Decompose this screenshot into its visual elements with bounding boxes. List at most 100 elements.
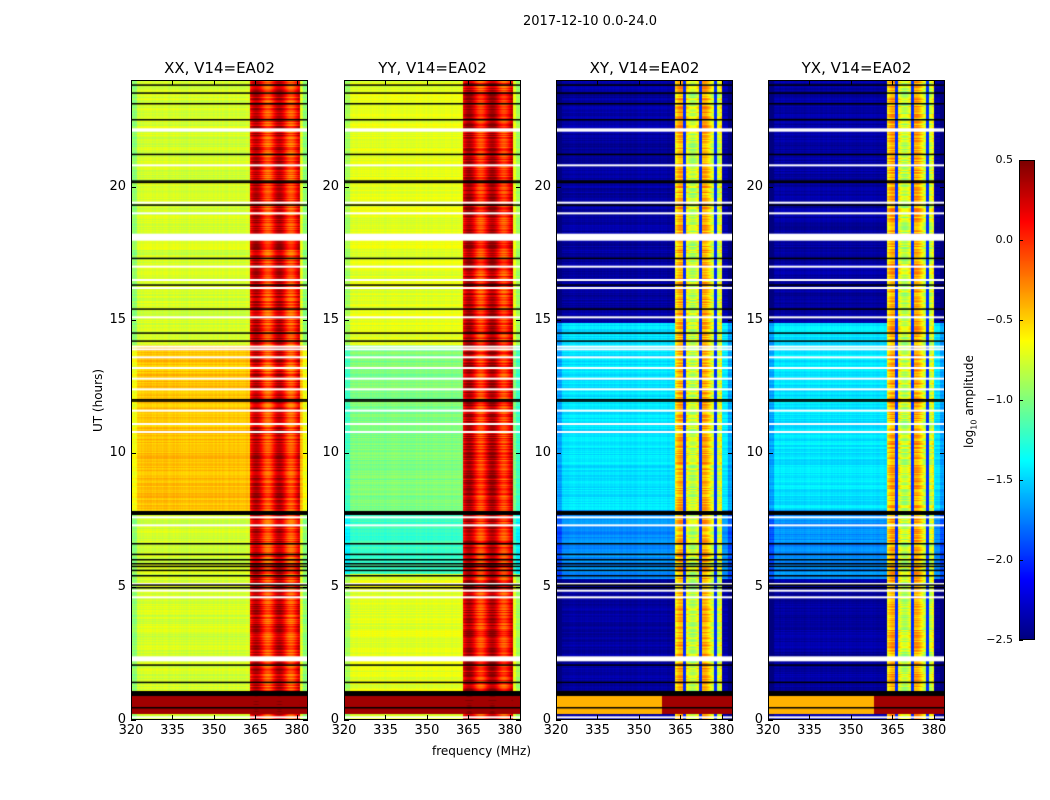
- y-tick-mark: [556, 186, 561, 188]
- heatmap-panel-xx: [131, 80, 308, 720]
- y-tick-label: 5: [754, 578, 763, 594]
- x-tick-label: 335: [373, 723, 398, 738]
- x-tick-label: 365: [668, 723, 693, 738]
- x-tick-mark-top: [468, 80, 470, 85]
- heatmap-xy: [556, 80, 733, 720]
- x-tick-mark-top: [213, 80, 215, 85]
- y-tick-label: 0: [542, 712, 551, 727]
- panel-title-yx: YX, V14=EA02: [801, 59, 912, 77]
- y-tick-mark: [556, 453, 561, 455]
- x-tick-mark: [385, 715, 387, 720]
- x-tick-mark-top: [680, 80, 682, 85]
- colorbar-label: log10 amplitude: [962, 355, 978, 448]
- x-tick-mark: [768, 715, 769, 720]
- y-tick-mark: [131, 453, 136, 455]
- y-tick-label: 15: [746, 312, 763, 327]
- x-tick-mark: [255, 715, 257, 720]
- y-tick-mark-right: [728, 720, 733, 721]
- colorbar-label-sub: 10: [969, 419, 979, 430]
- x-tick-mark: [426, 715, 428, 720]
- y-tick-mark-right: [303, 320, 308, 321]
- x-tick-mark-top: [638, 80, 640, 85]
- y-tick-mark-right: [940, 453, 945, 455]
- x-tick-mark: [892, 715, 894, 720]
- x-tick-label: 335: [585, 723, 610, 738]
- colorbar-gradient: [1020, 161, 1034, 639]
- y-tick-mark: [344, 320, 349, 321]
- y-tick-label: 0: [117, 712, 126, 727]
- x-tick-mark: [597, 715, 599, 720]
- colorbar-tick-label: −0.5: [986, 313, 1013, 326]
- y-tick-mark: [768, 320, 773, 321]
- heatmap-yx: [768, 80, 945, 720]
- colorbar-tick-label: −1.5: [986, 473, 1013, 486]
- x-tick-label: 380: [709, 723, 735, 738]
- y-tick-label: 0: [754, 712, 763, 727]
- y-tick-mark-right: [303, 720, 308, 721]
- x-tick-mark-top: [344, 80, 345, 85]
- heatmap-yy: [344, 80, 521, 720]
- y-tick-label: 15: [322, 312, 339, 327]
- y-tick-mark: [131, 586, 136, 588]
- y-tick-label: 10: [746, 445, 763, 461]
- y-tick-mark: [131, 186, 136, 188]
- y-tick-label: 5: [542, 578, 551, 594]
- x-tick-label: 380: [497, 723, 523, 738]
- figure-suptitle: 2017-12-10 0.0-24.0: [523, 14, 657, 29]
- y-tick-mark: [768, 720, 773, 721]
- heatmap-panel-yx: [768, 80, 945, 720]
- colorbar-tick-mark: [1019, 320, 1023, 321]
- x-tick-mark-top: [172, 80, 174, 85]
- x-tick-label: 380: [284, 723, 310, 738]
- x-tick-mark-top: [597, 80, 599, 85]
- x-tick-label: 320: [331, 723, 357, 738]
- y-tick-label: 20: [109, 178, 126, 194]
- colorbar-tick-label: −2.0: [986, 553, 1013, 566]
- heatmap-panel-yy: [344, 80, 521, 720]
- y-tick-mark-right: [516, 720, 521, 721]
- x-tick-mark: [933, 715, 935, 720]
- x-tick-label: 335: [797, 723, 822, 738]
- y-tick-label: 10: [534, 445, 551, 461]
- x-axis-label: frequency (MHz): [432, 744, 532, 758]
- x-tick-mark-top: [131, 80, 132, 85]
- x-tick-mark-top: [385, 80, 387, 85]
- colorbar-tick-mark: [1019, 560, 1023, 561]
- y-axis-label: UT (hours): [91, 368, 105, 432]
- x-tick-mark-top: [892, 80, 894, 85]
- panel-title-yy: YY, V14=EA02: [378, 59, 487, 77]
- x-tick-mark: [468, 715, 470, 720]
- y-tick-mark: [344, 720, 349, 721]
- y-tick-mark: [768, 453, 773, 455]
- x-tick-label: 350: [838, 723, 864, 738]
- colorbar-label-suffix: amplitude: [962, 355, 976, 420]
- x-tick-mark: [680, 715, 682, 720]
- colorbar-tick-label: −2.5: [986, 633, 1013, 646]
- x-tick-label: 320: [755, 723, 781, 738]
- x-tick-label: 320: [118, 723, 144, 738]
- x-tick-mark-top: [556, 80, 557, 85]
- y-tick-mark-right: [728, 186, 733, 188]
- y-tick-mark-right: [940, 720, 945, 721]
- y-tick-label: 10: [109, 445, 126, 461]
- x-tick-mark: [172, 715, 174, 720]
- y-tick-mark-right: [728, 586, 733, 588]
- y-tick-mark: [344, 186, 349, 188]
- x-tick-mark: [556, 715, 557, 720]
- colorbar-label-prefix: log: [962, 429, 976, 448]
- x-tick-label: 365: [456, 723, 481, 738]
- x-tick-mark-top: [933, 80, 935, 85]
- y-tick-mark-right: [516, 453, 521, 455]
- x-tick-label: 350: [201, 723, 227, 738]
- y-tick-mark: [344, 453, 349, 455]
- x-tick-label: 350: [414, 723, 440, 738]
- colorbar-tick-label: 0.0: [995, 233, 1014, 246]
- x-tick-mark: [131, 715, 132, 720]
- x-tick-mark-top: [850, 80, 852, 85]
- y-tick-label: 20: [322, 178, 339, 194]
- panel-title-xy: XY, V14=EA02: [589, 59, 700, 77]
- y-tick-mark-right: [303, 586, 308, 588]
- panel-title-xx: XX, V14=EA02: [164, 59, 275, 77]
- y-tick-label: 20: [534, 178, 551, 194]
- x-tick-mark-top: [426, 80, 428, 85]
